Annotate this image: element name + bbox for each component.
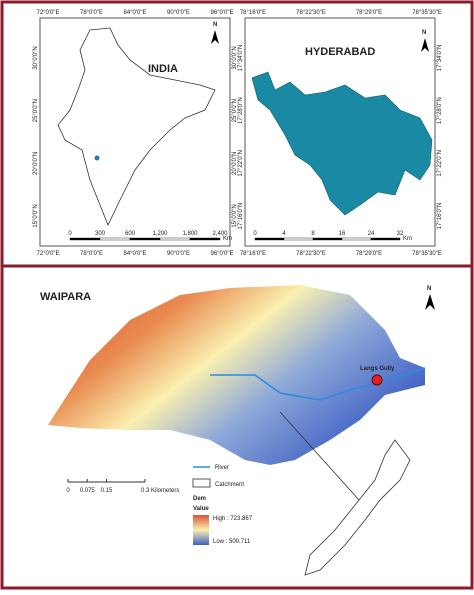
coord-label: 17°34'0"N: [437, 45, 443, 72]
coord-label: 72°0'0"E: [36, 251, 59, 257]
nz-outline: [304, 439, 411, 576]
river: [210, 367, 426, 401]
scale-segment: [370, 237, 401, 241]
india-panel: INDIA N: [39, 17, 231, 247]
scale-label: 300: [95, 231, 106, 237]
coord-label: 78°22'30"E: [296, 251, 326, 257]
waipara-panel: Langs Gully WAIPARA N River Catchment De…: [40, 285, 435, 576]
site-marker: [371, 374, 383, 386]
scale-label: 0: [253, 231, 257, 237]
scale-segment: [254, 237, 285, 241]
legend-label: High : 723.867: [213, 516, 253, 522]
scale-label: 24: [368, 231, 375, 237]
north-label: N: [427, 286, 431, 292]
coord-label: 17°22'0"N: [437, 150, 443, 177]
scale-segment: [69, 237, 101, 241]
coord-label: 78°35'30"E: [412, 251, 442, 257]
scale-segment: [99, 237, 131, 241]
north-arrow: [211, 30, 219, 44]
scale-unit: Km: [403, 236, 412, 242]
coord-label: 30°0'0"N: [33, 46, 39, 69]
legend-gradient: [193, 515, 209, 545]
scale-label: 32: [397, 231, 404, 237]
coord-label: 72°0'0"E: [36, 10, 59, 16]
hyderabad-location: [94, 155, 100, 161]
coord-label: 17°28'0"N: [238, 97, 244, 124]
north-label: N: [213, 22, 217, 28]
coord-label: 84°0'0"E: [123, 10, 146, 16]
coord-label: 20°0'0"N: [33, 152, 39, 175]
coord-label: 20°0'0"N: [232, 152, 238, 175]
coord-label: 78°29'0"E: [356, 10, 382, 16]
site-label: Langs Gully: [360, 366, 395, 372]
legend-label: Catchment: [215, 482, 244, 488]
legend-label: Value: [193, 506, 209, 512]
scale-label: 16: [339, 231, 346, 237]
north-arrow: [425, 294, 435, 310]
coord-label: 78°16'0"E: [240, 10, 266, 16]
coord-label: 96°0'0"E: [210, 10, 233, 16]
scale-label: 1,200: [152, 231, 168, 237]
scale-unit: Km: [223, 236, 232, 242]
coord-label: 84°0'0"E: [123, 251, 146, 257]
coord-label: 17°22'0"N: [238, 150, 244, 177]
legend-label: River: [215, 465, 229, 471]
coord-label: 96°0'0"E: [210, 251, 233, 257]
india-outline: [57, 27, 216, 226]
hyderabad-shape: [251, 71, 433, 216]
coord-label: 17°28'0"N: [437, 97, 443, 124]
scale-segment: [189, 237, 221, 241]
scale-label: 4: [282, 231, 286, 237]
scale-label: 8: [311, 231, 315, 237]
coord-label: 15°0'0"N: [232, 204, 238, 227]
scale-segment: [159, 237, 191, 241]
coord-label: 30°0'0"N: [232, 46, 238, 69]
scale-segment: [312, 237, 343, 241]
coord-label: 78°0'0"E: [80, 251, 103, 257]
legend-catchment-swatch: [192, 478, 211, 488]
coord-label: 25°0'0"N: [232, 99, 238, 122]
india-title: INDIA: [148, 63, 178, 75]
coord-label: 78°16'0"E: [240, 251, 266, 257]
scale-segment: [341, 237, 372, 241]
coord-label: 78°35'30"E: [412, 10, 442, 16]
legend-label: Low : 500.711: [213, 539, 251, 545]
leader-line: [279, 411, 369, 511]
coord-label: 90°0'0"E: [167, 10, 190, 16]
legend-label: Dem: [193, 496, 206, 502]
hyderabad-panel: HYDERABAD N: [244, 17, 436, 247]
scale-label: 1,800: [182, 231, 198, 237]
north-arrow: [421, 38, 429, 52]
coord-label: 17°34'0"N: [238, 45, 244, 72]
scale-label: 0.3 Kilometers: [141, 488, 179, 494]
coord-label: 90°0'0"E: [167, 251, 190, 257]
coord-label: 15°0'0"N: [33, 204, 39, 227]
scale-segment: [129, 237, 161, 241]
scale-label: 0.15: [101, 488, 113, 494]
coord-label: 78°0'0"E: [80, 10, 103, 16]
scale-label: 0: [68, 231, 72, 237]
scale-label: 0: [66, 488, 70, 494]
scale-label: 2,400: [212, 231, 228, 237]
scale-segment: [283, 237, 314, 241]
coord-label: 17°16'0"N: [238, 203, 244, 230]
coord-label: 17°16'0"N: [437, 203, 443, 230]
coord-label: 25°0'0"N: [33, 99, 39, 122]
coord-label: 78°29'0"E: [356, 251, 382, 257]
coord-label: 78°22'30"E: [296, 10, 326, 16]
scale-label: 0.075: [80, 488, 96, 494]
north-label: N: [422, 30, 426, 36]
scale-label: 600: [125, 231, 136, 237]
hyderabad-title: HYDERABAD: [305, 46, 375, 58]
waipara-title: WAIPARA: [40, 291, 91, 303]
